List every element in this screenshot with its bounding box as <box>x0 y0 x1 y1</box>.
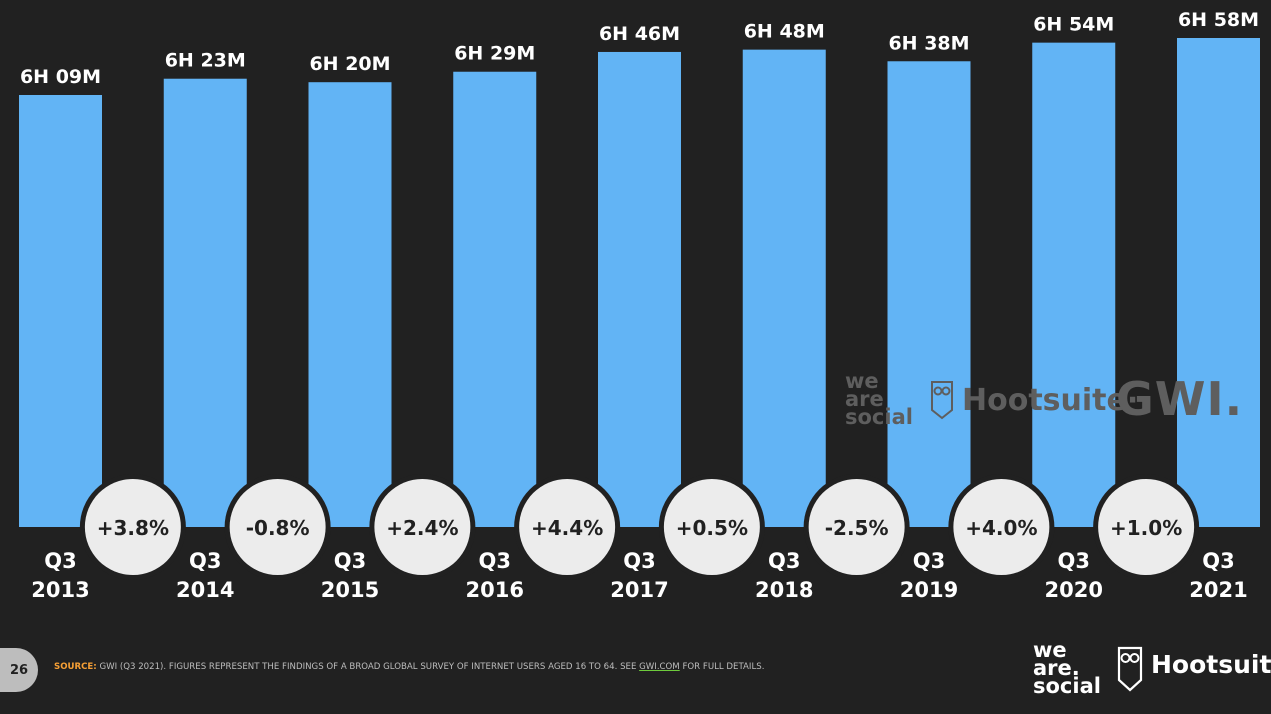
hootsuite-logo: Hootsuite <box>1151 650 1271 679</box>
category-label-quarter: Q3 <box>334 549 366 573</box>
change-label: +0.5% <box>676 516 748 540</box>
change-bubble <box>1098 479 1195 575</box>
watermark-owl-icon <box>931 381 953 420</box>
change-bubble <box>808 479 905 575</box>
value-label-2018: 6H 48M <box>744 21 825 43</box>
category-label-quarter: Q3 <box>913 549 945 573</box>
watermark-hootsuite-text: Hootsuite <box>962 383 1127 418</box>
bar-2016 <box>453 71 537 528</box>
bar-2013 <box>19 95 102 527</box>
value-label-2017: 6H 46M <box>599 23 680 45</box>
bars <box>19 38 1260 528</box>
source-note: SOURCE: GWI (Q3 2021). FIGURES REPRESENT… <box>54 662 764 672</box>
logo-we: we <box>1033 638 1067 662</box>
change-label: +1.0% <box>1110 516 1182 540</box>
source-text: GWI (Q3 2021). FIGURES REPRESENT THE FIN… <box>96 662 640 672</box>
value-label-2020: 6H 54M <box>1033 14 1114 36</box>
change-label: +4.4% <box>531 516 603 540</box>
change-label: -0.8% <box>246 516 310 540</box>
category-label-quarter: Q3 <box>44 549 76 573</box>
change-label: -2.5% <box>825 516 889 540</box>
bar-2019 <box>887 61 971 527</box>
watermark-are: are <box>845 387 884 411</box>
value-label-2015: 6H 20M <box>309 53 390 75</box>
category-label-year: 2016 <box>466 578 524 602</box>
category-label-year: 2015 <box>321 578 379 602</box>
change-label: +4.0% <box>965 516 1037 540</box>
change-bubble <box>663 479 760 575</box>
we-are-social-logo: we are. social <box>1033 638 1101 698</box>
category-label-year: 2018 <box>755 578 813 602</box>
bar-2015 <box>308 82 392 528</box>
bar-2018 <box>742 49 826 527</box>
page-number: 26 <box>0 648 38 692</box>
category-label-quarter: Q3 <box>1202 549 1234 573</box>
category-label-quarter: Q3 <box>189 549 221 573</box>
change-bubble <box>953 479 1050 575</box>
value-label-2013: 6H 09M <box>20 66 101 88</box>
watermark-we: we <box>845 369 879 393</box>
category-label-quarter: Q3 <box>768 549 800 573</box>
logo-social: social <box>1033 674 1101 698</box>
category-label-quarter: Q3 <box>1058 549 1090 573</box>
watermark-we-are-social: we are social <box>845 369 913 429</box>
change-bubbles: +3.8% -0.8% +2.4% +4.4% +0.5% -2.5% +4.0% +1.0% <box>79 474 1200 580</box>
watermark-social: social <box>845 405 913 429</box>
value-labels: 6H 09M 6H 23M 6H 20M 6H 29M 6H 46M 6H 48M 6H 3… <box>20 9 1259 88</box>
category-label-year: 2013 <box>31 578 89 602</box>
category-label-quarter: Q3 <box>479 549 511 573</box>
bar-chart: 6H 09M 6H 23M 6H 20M 6H 29M 6H 46M 6H 48M 6H 3… <box>19 9 1260 602</box>
category-label-year: 2014 <box>176 578 234 602</box>
watermark-gwi: GWI. <box>1116 372 1244 426</box>
value-label-2019: 6H 38M <box>888 32 969 54</box>
category-labels: Q3 2013 Q3 2014 Q3 2015 Q3 2016 Q3 2017 Q3 2018 Q3 20… <box>31 549 1247 602</box>
category-label-year: 2021 <box>1189 578 1247 602</box>
watermark-hootsuite: Hootsuite· <box>962 383 1138 418</box>
bar-2020 <box>1032 42 1116 527</box>
bar-2014 <box>163 78 247 527</box>
change-bubble <box>229 479 326 575</box>
source-text-end: FOR FULL DETAILS. <box>679 662 765 672</box>
source-link[interactable]: GWI.COM <box>639 662 680 672</box>
bar-2021 <box>1177 38 1260 527</box>
category-label-year: 2017 <box>610 578 668 602</box>
change-bubble <box>374 479 471 575</box>
change-label: +2.4% <box>386 516 458 540</box>
change-bubble <box>84 479 181 575</box>
category-label-year: 2020 <box>1045 578 1103 602</box>
category-label-year: 2019 <box>900 578 958 602</box>
watermark-hootsuite-mark: · <box>1126 383 1139 418</box>
logo-are: are. <box>1033 656 1080 680</box>
value-label-2014: 6H 23M <box>165 50 246 72</box>
value-label-2016: 6H 29M <box>454 43 535 65</box>
source-label: SOURCE: <box>54 662 97 672</box>
bar-2017 <box>598 51 681 528</box>
value-label-2021: 6H 58M <box>1178 9 1259 31</box>
change-bubble <box>519 479 616 575</box>
hootsuite-owl-icon <box>1117 646 1143 692</box>
category-label-quarter: Q3 <box>623 549 655 573</box>
change-label: +3.8% <box>97 516 169 540</box>
